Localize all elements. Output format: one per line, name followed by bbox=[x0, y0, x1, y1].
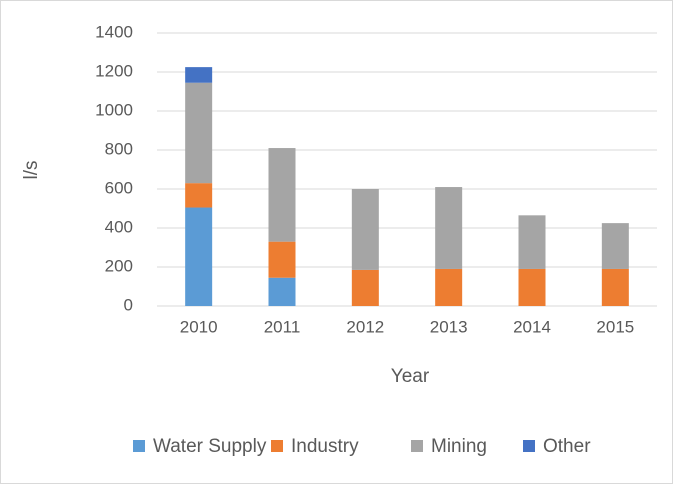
y-tick-label: 200 bbox=[105, 256, 133, 275]
bar-segment bbox=[518, 215, 546, 269]
bar-segment bbox=[435, 187, 463, 269]
bar-segment bbox=[435, 268, 463, 306]
bar-segment bbox=[268, 148, 296, 242]
bar-segment bbox=[268, 277, 296, 306]
legend-swatch bbox=[411, 440, 423, 452]
legend-swatch bbox=[133, 440, 145, 452]
bar-segment bbox=[185, 67, 213, 83]
legend-label: Industry bbox=[291, 436, 359, 457]
x-tick-label: 2011 bbox=[264, 317, 301, 336]
x-tick-label: 2012 bbox=[346, 317, 384, 336]
y-tick-label: 600 bbox=[105, 178, 133, 197]
bar-segment bbox=[351, 269, 379, 306]
x-tick-label: 2014 bbox=[513, 317, 551, 336]
x-tick-label: 2015 bbox=[596, 317, 634, 336]
x-axis-label: Year bbox=[391, 366, 430, 387]
y-tick-label: 400 bbox=[105, 217, 133, 236]
legend-label: Mining bbox=[431, 436, 487, 457]
legend-swatch bbox=[523, 440, 535, 452]
x-tick-label: 2013 bbox=[430, 317, 468, 336]
bar-segment bbox=[268, 241, 296, 278]
bar-segment bbox=[601, 223, 629, 269]
bar-segment bbox=[351, 189, 379, 270]
y-tick-label: 800 bbox=[105, 139, 133, 158]
x-tick-label: 2010 bbox=[180, 317, 218, 336]
bar-segment bbox=[601, 268, 629, 306]
legend-swatch bbox=[271, 440, 283, 452]
legend-label: Water Supply bbox=[153, 436, 267, 457]
y-tick-label: 1000 bbox=[95, 100, 133, 119]
bar-segment bbox=[185, 82, 213, 184]
y-axis-label: l/s bbox=[21, 161, 42, 180]
legend-label: Other bbox=[543, 436, 591, 457]
bar-segment bbox=[518, 268, 546, 306]
y-tick-label: 0 bbox=[124, 295, 133, 314]
bar-segment bbox=[185, 183, 213, 208]
y-tick-label: 1200 bbox=[95, 61, 133, 80]
y-tick-label: 1400 bbox=[95, 22, 133, 41]
bar-segment bbox=[185, 207, 213, 306]
